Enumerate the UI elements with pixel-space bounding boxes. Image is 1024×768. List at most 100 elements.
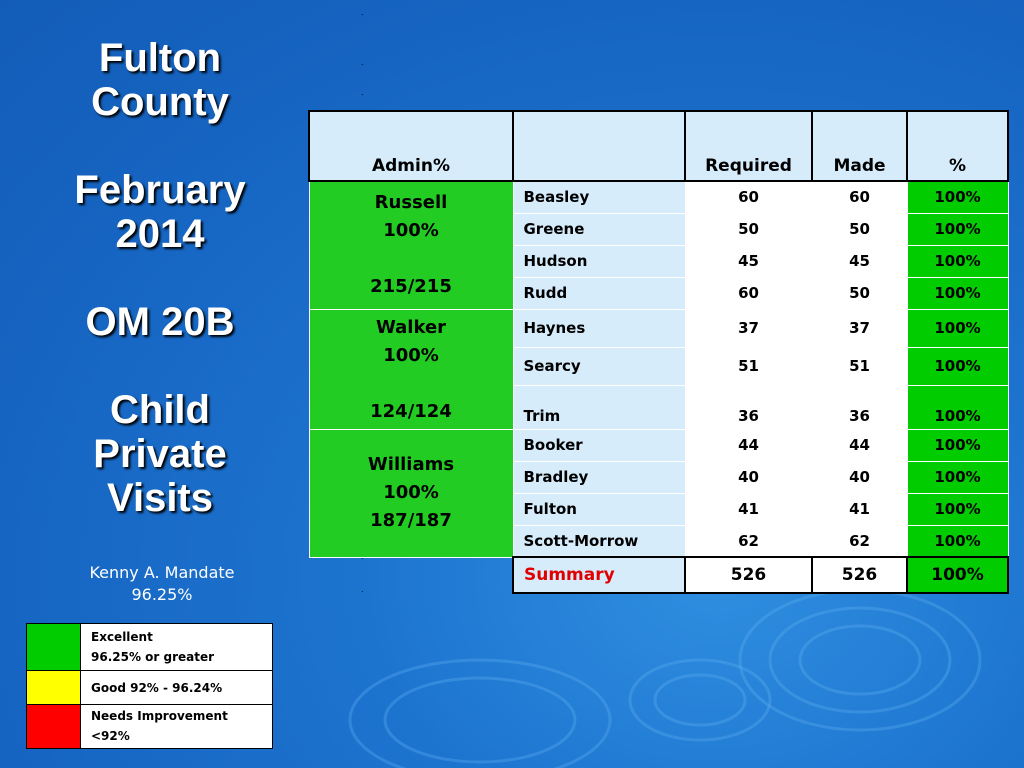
header-required: Required bbox=[684, 110, 813, 182]
legend-swatch-yellow bbox=[26, 670, 81, 705]
required-value: 51 bbox=[684, 346, 813, 386]
table-row: Williams 100% 187/187 Booker 44 44 100% bbox=[308, 428, 1009, 558]
admin-name: Russell bbox=[374, 192, 448, 214]
legend-row-needs-improvement: Needs Improvement <92% bbox=[26, 703, 273, 750]
pct-value: 100% bbox=[906, 244, 1009, 278]
table-header-row: Admin% Required Made % bbox=[308, 110, 1009, 182]
pct-value: 100% bbox=[906, 460, 1009, 494]
required-value: 37 bbox=[684, 308, 813, 348]
pct-value: 100% bbox=[906, 212, 1009, 246]
summary-made: 526 bbox=[811, 556, 908, 594]
required-value: 50 bbox=[684, 212, 813, 246]
table-row: Bradley 40 40 100% bbox=[309, 460, 1009, 494]
made-value: 36 bbox=[811, 384, 908, 430]
legend-swatch-green bbox=[26, 622, 81, 672]
visits-table: Admin% Required Made % Russell 100% 215/… bbox=[308, 110, 1009, 594]
made-value: 44 bbox=[811, 428, 908, 462]
title-subject-line1: Child bbox=[110, 388, 210, 432]
required-value: 44 bbox=[684, 428, 813, 462]
worker-name: Greene bbox=[512, 212, 686, 246]
mandate-value: 96.25% bbox=[131, 585, 193, 604]
legend-label-good: Good 92% - 96.24% bbox=[91, 680, 223, 695]
legend-label-needs-improvement: Needs Improvement bbox=[91, 709, 228, 724]
title-county-line1: Fulton bbox=[98, 36, 222, 80]
worker-name: Scott-Morrow bbox=[512, 524, 686, 558]
admin-ratio: 124/124 bbox=[370, 400, 452, 422]
legend-label-needs-improvement-range: <92% bbox=[91, 729, 130, 744]
made-value: 50 bbox=[811, 212, 908, 246]
header-made: Made bbox=[811, 110, 908, 182]
required-value: 60 bbox=[684, 276, 813, 310]
pct-value: 100% bbox=[906, 524, 1009, 558]
summary-row: Summary 526 526 100% bbox=[309, 556, 1009, 594]
legend-table: Excellent 96.25% or greater Good 92% - 9… bbox=[26, 622, 273, 750]
table-row: Trim 36 36 100% bbox=[309, 384, 1009, 430]
legend-row-good: Good 92% - 96.24% bbox=[26, 670, 273, 705]
made-value: 60 bbox=[811, 180, 908, 214]
legend-swatch-red bbox=[26, 703, 81, 750]
admin-cell-russell: Russell 100% 215/215 bbox=[308, 180, 514, 310]
table-row: Russell 100% 215/215 Beasley 60 60 100% bbox=[308, 180, 1009, 310]
header-blank bbox=[512, 110, 686, 182]
admin-pct: 100% bbox=[383, 344, 439, 366]
admin-pct: 100% bbox=[383, 220, 439, 242]
title-subject-line3: Visits bbox=[107, 476, 213, 520]
table-row: Hudson 45 45 100% bbox=[309, 244, 1009, 278]
made-value: 62 bbox=[811, 524, 908, 558]
legend-row-excellent: Excellent 96.25% or greater bbox=[26, 622, 273, 672]
summary-label: Summary bbox=[512, 556, 686, 594]
worker-name: Bradley bbox=[512, 460, 686, 494]
made-value: 45 bbox=[811, 244, 908, 278]
required-value: 40 bbox=[684, 460, 813, 494]
header-pct: % bbox=[906, 110, 1009, 182]
pct-value: 100% bbox=[906, 180, 1009, 214]
header-admin: Admin% bbox=[308, 110, 514, 182]
worker-name: Rudd bbox=[512, 276, 686, 310]
table-row: Walker 100% 124/124 Haynes 37 37 100% bbox=[308, 308, 1009, 430]
made-value: 50 bbox=[811, 276, 908, 310]
made-value: 51 bbox=[811, 346, 908, 386]
admin-ratio: 187/187 bbox=[370, 510, 452, 531]
made-value: 40 bbox=[811, 460, 908, 494]
required-value: 41 bbox=[684, 492, 813, 526]
worker-name: Haynes bbox=[512, 308, 686, 348]
pct-value: 100% bbox=[906, 384, 1009, 430]
title-county-line2: County bbox=[91, 80, 229, 124]
legend-label-excellent-range: 96.25% or greater bbox=[91, 650, 215, 665]
legend-label-excellent: Excellent bbox=[91, 630, 153, 645]
title-period-year: 2014 bbox=[115, 212, 205, 256]
worker-name: Fulton bbox=[512, 492, 686, 526]
admin-cell-walker: Walker 100% 124/124 bbox=[308, 308, 514, 430]
title-period-month: February bbox=[74, 168, 246, 212]
worker-name: Hudson bbox=[512, 244, 686, 278]
required-value: 62 bbox=[684, 524, 813, 558]
required-value: 45 bbox=[684, 244, 813, 278]
made-value: 41 bbox=[811, 492, 908, 526]
worker-name: Booker bbox=[512, 428, 686, 462]
summary-required: 526 bbox=[684, 556, 813, 594]
pct-value: 100% bbox=[906, 346, 1009, 386]
admin-ratio: 215/215 bbox=[370, 276, 452, 298]
table-row: Rudd 60 50 100% bbox=[309, 276, 1009, 310]
title-subject-line2: Private bbox=[93, 432, 227, 476]
admin-cell-williams: Williams 100% 187/187 bbox=[308, 428, 514, 558]
made-value: 37 bbox=[811, 308, 908, 348]
worker-name: Trim bbox=[512, 384, 686, 430]
admin-name: Williams bbox=[367, 454, 455, 475]
pct-value: 100% bbox=[906, 276, 1009, 310]
worker-name: Beasley bbox=[512, 180, 686, 214]
mandate-name: Kenny A. Mandate bbox=[89, 563, 235, 582]
summary-pct: 100% bbox=[906, 556, 1009, 594]
pct-value: 100% bbox=[906, 428, 1009, 462]
pct-value: 100% bbox=[906, 492, 1009, 526]
table-row: Greene 50 50 100% bbox=[309, 212, 1009, 246]
pct-value: 100% bbox=[906, 308, 1009, 348]
required-value: 60 bbox=[684, 180, 813, 214]
slide-title: Fulton County February 2014 OM 20B Child… bbox=[40, 36, 280, 520]
worker-name: Searcy bbox=[512, 346, 686, 386]
table-row: Scott-Morrow 62 62 100% bbox=[309, 524, 1009, 558]
admin-pct: 100% bbox=[383, 482, 439, 503]
required-value: 36 bbox=[684, 384, 813, 430]
mandate-note: Kenny A. Mandate 96.25% bbox=[50, 562, 274, 606]
table-row: Searcy 51 51 100% bbox=[309, 346, 1009, 386]
